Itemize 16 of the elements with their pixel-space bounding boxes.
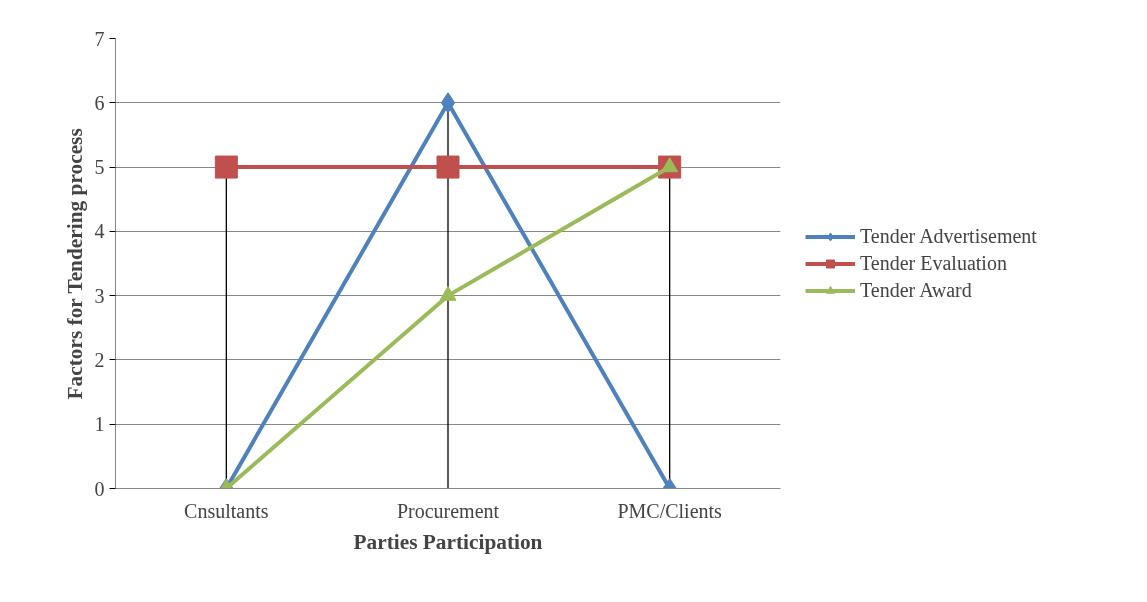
legend-label: Tender Evaluation (860, 251, 1007, 275)
y-tick-label: 0 (94, 477, 105, 500)
y-tick-label: 1 (94, 413, 105, 436)
legend-label: Tender Award (860, 278, 972, 302)
x-tick-label: Procurement (396, 499, 500, 522)
legend-label: Tender Advertisement (860, 224, 1037, 248)
y-axis-title: Factors for Tendering process (62, 128, 87, 400)
y-tick-label: 7 (94, 27, 105, 50)
x-tick-label: Cnsultants (184, 499, 269, 522)
y-tick-label: 5 (94, 156, 105, 179)
y-tick-label: 6 (94, 91, 105, 114)
y-tick-label: 4 (94, 220, 105, 243)
y-tick-label: 2 (94, 348, 105, 371)
y-tick-label: 3 (94, 284, 105, 307)
x-axis-title: Parties Participation (353, 529, 543, 554)
x-tick-label: PMC/Clients (617, 499, 723, 522)
